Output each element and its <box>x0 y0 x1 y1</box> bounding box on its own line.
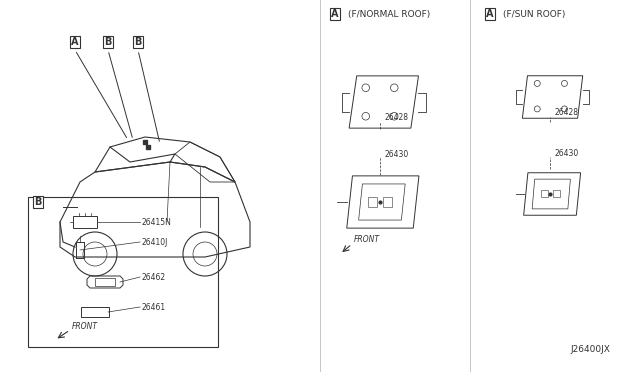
Text: 26415N: 26415N <box>142 218 172 227</box>
Bar <box>541 190 548 198</box>
Text: 26461: 26461 <box>142 302 166 311</box>
Text: 26430: 26430 <box>385 150 409 159</box>
Text: FRONT: FRONT <box>72 322 98 331</box>
Bar <box>552 190 560 198</box>
Text: FRONT: FRONT <box>354 235 380 244</box>
Text: 26430: 26430 <box>555 149 579 158</box>
Bar <box>73 216 97 228</box>
Text: B: B <box>134 37 141 47</box>
Text: 26462: 26462 <box>142 273 166 282</box>
Text: 26428: 26428 <box>385 113 409 122</box>
Bar <box>367 197 377 207</box>
Text: 26428: 26428 <box>555 108 579 117</box>
Text: B: B <box>104 37 112 47</box>
Text: J26400JX: J26400JX <box>570 345 610 354</box>
Bar <box>81 307 109 317</box>
Text: A: A <box>71 37 79 47</box>
Text: B: B <box>35 197 42 207</box>
Bar <box>95 278 115 286</box>
Text: A: A <box>486 9 493 19</box>
Bar <box>383 197 392 207</box>
Text: 26410J: 26410J <box>142 237 168 247</box>
Bar <box>28 197 218 347</box>
Text: (F/NORMAL ROOF): (F/NORMAL ROOF) <box>348 10 430 19</box>
Text: A: A <box>332 9 339 19</box>
Text: (F/SUN ROOF): (F/SUN ROOF) <box>503 10 565 19</box>
